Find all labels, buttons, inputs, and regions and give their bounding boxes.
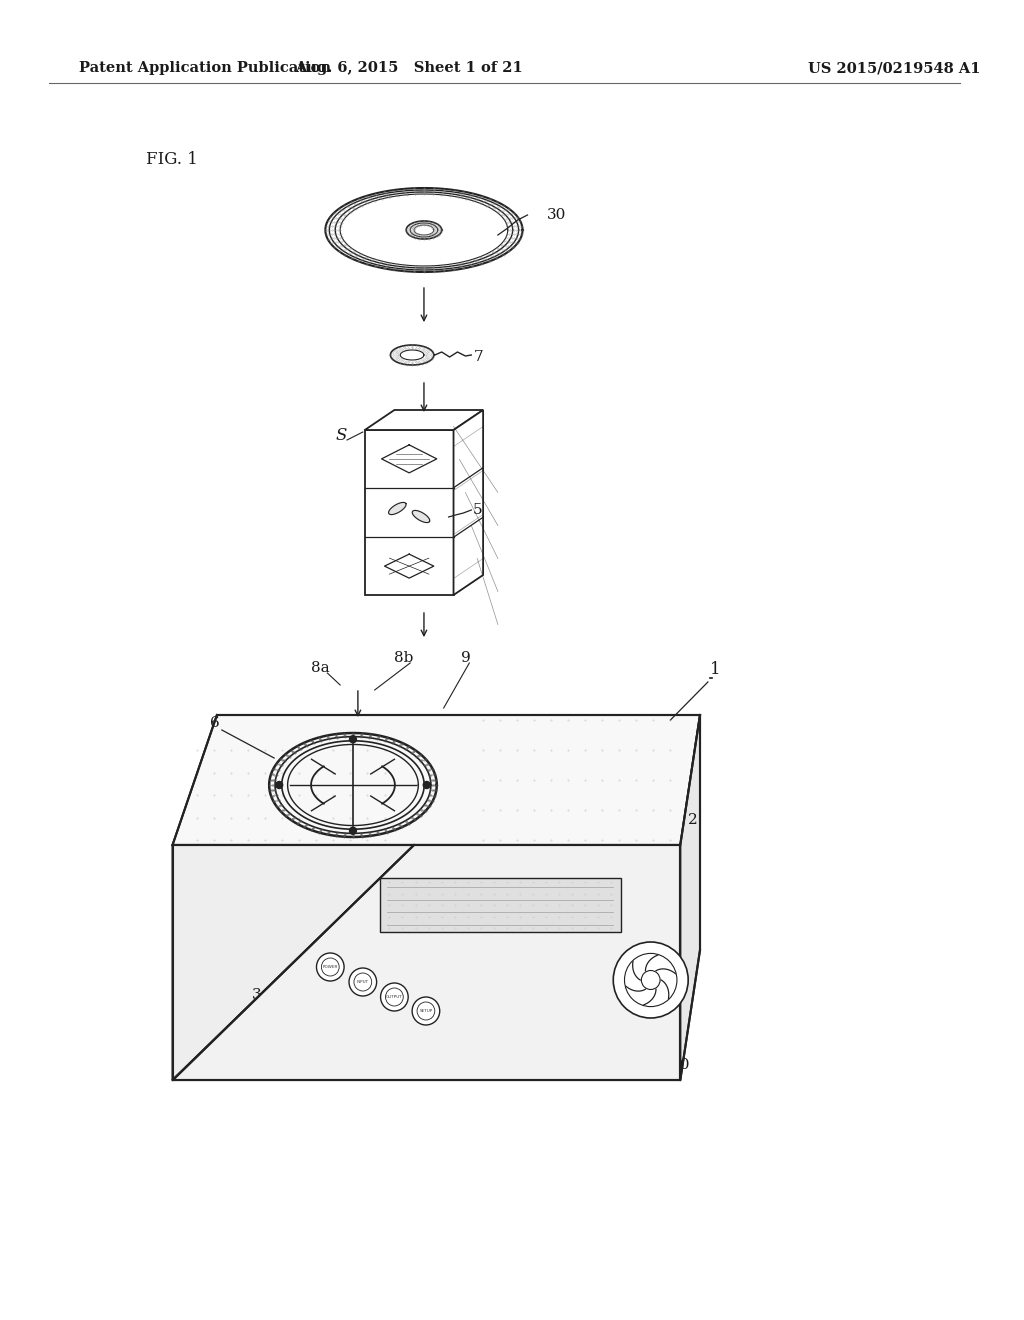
Circle shape <box>275 781 283 788</box>
Text: 3d: 3d <box>340 1055 359 1069</box>
Circle shape <box>381 983 409 1011</box>
Circle shape <box>423 781 430 788</box>
Text: OUTPUT: OUTPUT <box>386 995 402 999</box>
Polygon shape <box>454 411 483 595</box>
Text: 30: 30 <box>547 209 566 222</box>
Text: 2: 2 <box>688 813 698 828</box>
Polygon shape <box>172 845 414 1080</box>
Circle shape <box>349 735 356 743</box>
Text: Aug. 6, 2015   Sheet 1 of 21: Aug. 6, 2015 Sheet 1 of 21 <box>295 61 523 75</box>
Text: Patent Application Publication: Patent Application Publication <box>79 61 331 75</box>
Polygon shape <box>172 845 680 1080</box>
Text: POWER: POWER <box>323 965 338 969</box>
Text: INPUT: INPUT <box>356 979 369 983</box>
Text: SETUP: SETUP <box>419 1008 432 1012</box>
Polygon shape <box>388 503 407 515</box>
Circle shape <box>412 997 439 1026</box>
Text: 1: 1 <box>710 661 721 678</box>
Polygon shape <box>680 715 700 1080</box>
Text: 20: 20 <box>671 1059 690 1072</box>
Polygon shape <box>172 715 700 845</box>
Polygon shape <box>413 511 430 523</box>
Text: 4: 4 <box>503 1053 513 1067</box>
Text: 9: 9 <box>462 651 471 665</box>
Polygon shape <box>172 845 680 1080</box>
Text: 3c: 3c <box>313 1038 332 1052</box>
Text: US 2015/0219548 A1: US 2015/0219548 A1 <box>809 61 981 75</box>
Text: S: S <box>335 426 346 444</box>
Text: FIG. 1: FIG. 1 <box>145 152 198 169</box>
Text: 6: 6 <box>210 715 220 730</box>
Circle shape <box>349 828 356 834</box>
Polygon shape <box>365 411 483 430</box>
Text: 3b: 3b <box>286 1020 305 1035</box>
Polygon shape <box>380 878 622 932</box>
Polygon shape <box>365 430 454 595</box>
Text: 3: 3 <box>261 1005 271 1019</box>
Text: 7: 7 <box>474 350 484 364</box>
Text: 3a: 3a <box>252 987 270 1002</box>
Text: 5: 5 <box>473 503 483 517</box>
Text: 8b: 8b <box>394 651 414 665</box>
Circle shape <box>613 942 688 1018</box>
Circle shape <box>349 968 377 997</box>
Text: 8a: 8a <box>310 661 329 675</box>
Circle shape <box>316 953 344 981</box>
